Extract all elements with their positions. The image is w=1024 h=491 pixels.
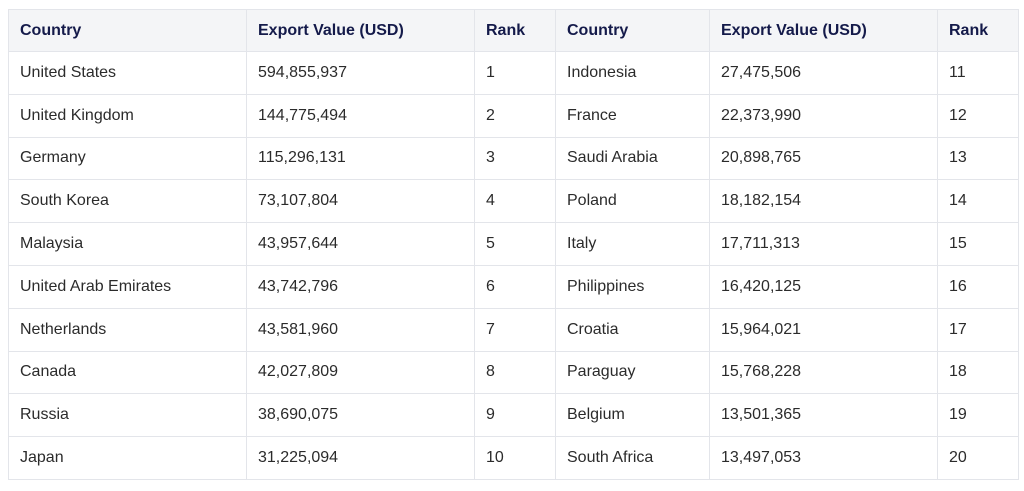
cell-country: Russia (8, 393, 247, 438)
table-row: United Arab Emirates 43,742,796 6 Philip… (8, 265, 1019, 309)
cell-country: Malaysia (8, 222, 247, 266)
cell-export-value: 16,420,125 (709, 265, 938, 309)
cell-country: Poland (555, 179, 710, 224)
cell-rank: 14 (937, 179, 1019, 224)
cell-rank: 17 (937, 308, 1019, 352)
cell-rank: 7 (474, 308, 556, 352)
cell-rank: 16 (937, 265, 1019, 309)
cell-country: United States (8, 51, 247, 95)
cell-country: Japan (8, 436, 247, 480)
cell-export-value: 15,768,228 (709, 351, 938, 395)
cell-country: Germany (8, 137, 247, 181)
table-row: Malaysia 43,957,644 5 Italy 17,711,313 1… (8, 222, 1019, 266)
export-table-container: Country Export Value (USD) Rank Country … (8, 9, 1019, 480)
cell-rank: 3 (474, 137, 556, 181)
cell-country: Canada (8, 351, 247, 395)
table-row: United Kingdom 144,775,494 2 France 22,3… (8, 94, 1019, 138)
cell-export-value: 18,182,154 (709, 179, 938, 224)
cell-rank: 5 (474, 222, 556, 266)
table-row: Japan 31,225,094 10 South Africa 13,497,… (8, 436, 1019, 480)
table-row: Russia 38,690,075 9 Belgium 13,501,365 1… (8, 393, 1019, 438)
cell-country: South Africa (555, 436, 710, 480)
table-body: United States 594,855,937 1 Indonesia 27… (8, 51, 1019, 480)
table-header: Country Export Value (USD) Rank Country … (8, 9, 1019, 52)
cell-export-value: 15,964,021 (709, 308, 938, 352)
cell-rank: 15 (937, 222, 1019, 266)
cell-export-value: 144,775,494 (246, 94, 475, 138)
cell-export-value: 20,898,765 (709, 137, 938, 181)
cell-export-value: 42,027,809 (246, 351, 475, 395)
cell-export-value: 13,497,053 (709, 436, 938, 480)
table-row: United States 594,855,937 1 Indonesia 27… (8, 51, 1019, 95)
header-rank-right[interactable]: Rank (937, 9, 1019, 52)
cell-export-value: 115,296,131 (246, 137, 475, 181)
cell-export-value: 13,501,365 (709, 393, 938, 438)
cell-rank: 2 (474, 94, 556, 138)
cell-export-value: 43,581,960 (246, 308, 475, 352)
cell-country: South Korea (8, 179, 247, 224)
cell-export-value: 43,957,644 (246, 222, 475, 266)
cell-rank: 9 (474, 393, 556, 438)
cell-export-value: 31,225,094 (246, 436, 475, 480)
cell-country: France (555, 94, 710, 138)
cell-export-value: 594,855,937 (246, 51, 475, 95)
cell-export-value: 73,107,804 (246, 179, 475, 224)
table-row: South Korea 73,107,804 4 Poland 18,182,1… (8, 179, 1019, 224)
cell-country: United Arab Emirates (8, 265, 247, 309)
cell-rank: 12 (937, 94, 1019, 138)
cell-export-value: 43,742,796 (246, 265, 475, 309)
cell-country: Paraguay (555, 351, 710, 395)
cell-rank: 20 (937, 436, 1019, 480)
cell-export-value: 27,475,506 (709, 51, 938, 95)
cell-rank: 8 (474, 351, 556, 395)
cell-rank: 13 (937, 137, 1019, 181)
table-row: Germany 115,296,131 3 Saudi Arabia 20,89… (8, 137, 1019, 181)
cell-export-value: 38,690,075 (246, 393, 475, 438)
cell-country: Croatia (555, 308, 710, 352)
cell-rank: 10 (474, 436, 556, 480)
header-rank-left[interactable]: Rank (474, 9, 556, 52)
cell-country: Philippines (555, 265, 710, 309)
cell-country: United Kingdom (8, 94, 247, 138)
table-row: Netherlands 43,581,960 7 Croatia 15,964,… (8, 308, 1019, 352)
cell-rank: 11 (937, 51, 1019, 95)
export-ranking-table: Country Export Value (USD) Rank Country … (8, 9, 1019, 480)
header-country-left[interactable]: Country (8, 9, 247, 52)
header-export-value-right[interactable]: Export Value (USD) (709, 9, 938, 52)
cell-rank: 1 (474, 51, 556, 95)
cell-rank: 18 (937, 351, 1019, 395)
header-country-right[interactable]: Country (555, 9, 710, 52)
cell-rank: 19 (937, 393, 1019, 438)
cell-rank: 6 (474, 265, 556, 309)
table-row: Canada 42,027,809 8 Paraguay 15,768,228 … (8, 351, 1019, 395)
cell-country: Italy (555, 222, 710, 266)
cell-country: Netherlands (8, 308, 247, 352)
header-export-value-left[interactable]: Export Value (USD) (246, 9, 475, 52)
cell-country: Belgium (555, 393, 710, 438)
cell-rank: 4 (474, 179, 556, 224)
header-row: Country Export Value (USD) Rank Country … (8, 9, 1019, 52)
cell-export-value: 22,373,990 (709, 94, 938, 138)
cell-country: Indonesia (555, 51, 710, 95)
cell-country: Saudi Arabia (555, 137, 710, 181)
cell-export-value: 17,711,313 (709, 222, 938, 266)
